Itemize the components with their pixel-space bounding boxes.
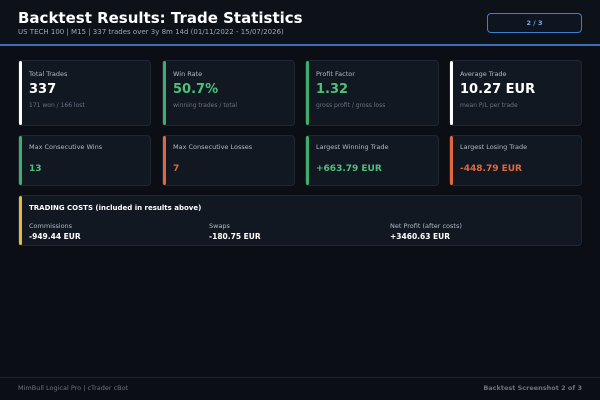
stat-card-win-rate: Win Rate 50.7% winning trades / total <box>162 60 295 126</box>
stat-value: +663.79 EUR <box>316 164 382 174</box>
stat-value: 10.27 EUR <box>460 82 536 97</box>
card-accent-bar <box>163 136 166 185</box>
stat-note: winning trades / total <box>173 102 238 109</box>
trading-costs-panel: TRADING COSTS (included in results above… <box>18 195 582 246</box>
footer-product-label: MimBull Logical Pro | cTrader cBot <box>18 384 129 392</box>
stat-note: 171 won / 166 lost <box>29 102 85 109</box>
card-accent-bar <box>19 196 22 245</box>
page-subtitle: US TECH 100 | M15 | 337 trades over 3y 8… <box>18 28 284 36</box>
stat-label: Largest Losing Trade <box>460 143 528 151</box>
stat-card-profit-factor: Profit Factor 1.32 gross profit / gross … <box>305 60 439 126</box>
cost-label-swaps: Swaps <box>209 222 230 230</box>
card-accent-bar <box>19 61 22 125</box>
card-accent-bar <box>306 61 309 125</box>
stat-label: Win Rate <box>173 70 203 78</box>
stat-label: Max Consecutive Losses <box>173 143 253 151</box>
cost-value-commissions: -949.44 EUR <box>29 232 81 241</box>
cost-value-net-profit: +3460.63 EUR <box>390 232 451 241</box>
stat-label: Average Trade <box>460 70 507 78</box>
costs-title: TRADING COSTS (included in results above… <box>29 204 202 212</box>
header-bar: Backtest Results: Trade Statistics US TE… <box>0 0 600 46</box>
stat-value: 13 <box>29 164 42 174</box>
stat-value: 7 <box>173 164 180 174</box>
stat-value: -448.79 EUR <box>460 164 522 174</box>
stat-value: 337 <box>29 82 57 97</box>
stat-label: Largest Winning Trade <box>316 143 389 151</box>
cost-label-net-profit: Net Profit (after costs) <box>390 222 462 230</box>
stat-card-max-consecutive-wins: Max Consecutive Wins 13 <box>18 135 151 186</box>
stat-label: Max Consecutive Wins <box>29 143 103 151</box>
card-accent-bar <box>450 61 453 125</box>
footer-page-label: Backtest Screenshot 2 of 3 <box>483 384 582 392</box>
stat-value: 50.7% <box>173 82 219 97</box>
page-title: Backtest Results: Trade Statistics <box>18 9 303 27</box>
stat-label: Total Trades <box>29 70 68 78</box>
stat-card-total-trades: Total Trades 337 171 won / 166 lost <box>18 60 151 126</box>
stat-card-max-consecutive-losses: Max Consecutive Losses 7 <box>162 135 295 186</box>
card-accent-bar <box>163 61 166 125</box>
stat-card-largest-winning-trade: Largest Winning Trade +663.79 EUR <box>305 135 439 186</box>
card-accent-bar <box>450 136 453 185</box>
page-indicator-button[interactable]: 2 / 3 <box>487 13 582 33</box>
stat-value: 1.32 <box>316 82 349 97</box>
stat-note: gross profit / gross loss <box>316 102 386 109</box>
cost-label-commissions: Commissions <box>29 222 73 230</box>
card-accent-bar <box>306 136 309 185</box>
stat-label: Profit Factor <box>316 70 355 78</box>
footer-bar: MimBull Logical Pro | cTrader cBot Backt… <box>0 377 600 400</box>
cost-value-swaps: -180.75 EUR <box>209 232 261 241</box>
stat-note: mean P/L per trade <box>460 102 518 109</box>
stat-card-largest-losing-trade: Largest Losing Trade -448.79 EUR <box>449 135 582 186</box>
stat-card-average-trade: Average Trade 10.27 EUR mean P/L per tra… <box>449 60 582 126</box>
card-accent-bar <box>19 136 22 185</box>
